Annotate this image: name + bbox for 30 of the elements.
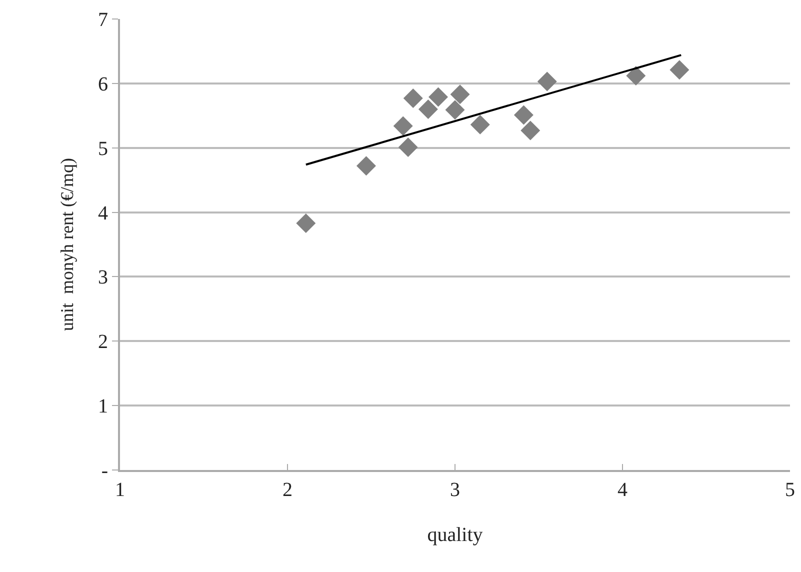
x-axis-title: quality xyxy=(427,524,483,546)
point xyxy=(393,116,413,136)
point xyxy=(296,213,316,233)
y-tick-label: 1 xyxy=(98,396,108,418)
point xyxy=(403,88,423,108)
x-tick-label: 2 xyxy=(282,479,292,501)
point xyxy=(450,84,470,104)
x-tick-label: 5 xyxy=(785,479,795,501)
y-axis-title: unit monyh rent (€/mq) xyxy=(57,158,77,331)
point xyxy=(537,72,557,92)
point xyxy=(470,114,490,134)
y-tick-label: - xyxy=(101,460,108,482)
point xyxy=(514,105,534,125)
x-tick-label: 3 xyxy=(450,479,460,501)
y-tick-label: 3 xyxy=(98,266,108,289)
point xyxy=(520,120,540,140)
point xyxy=(418,99,438,119)
y-tick-label: 2 xyxy=(98,331,108,354)
point xyxy=(398,137,418,157)
y-tick-label: 6 xyxy=(98,73,108,96)
y-tick-label: 7 xyxy=(98,9,108,31)
point xyxy=(626,66,646,86)
point xyxy=(670,60,690,80)
point xyxy=(356,156,376,176)
point xyxy=(428,87,448,107)
y-tick-label: 4 xyxy=(98,202,108,224)
y-tick-label: 5 xyxy=(98,138,108,160)
x-tick-label: 1 xyxy=(115,479,125,501)
point xyxy=(445,100,465,120)
x-tick-label: 4 xyxy=(618,479,628,501)
